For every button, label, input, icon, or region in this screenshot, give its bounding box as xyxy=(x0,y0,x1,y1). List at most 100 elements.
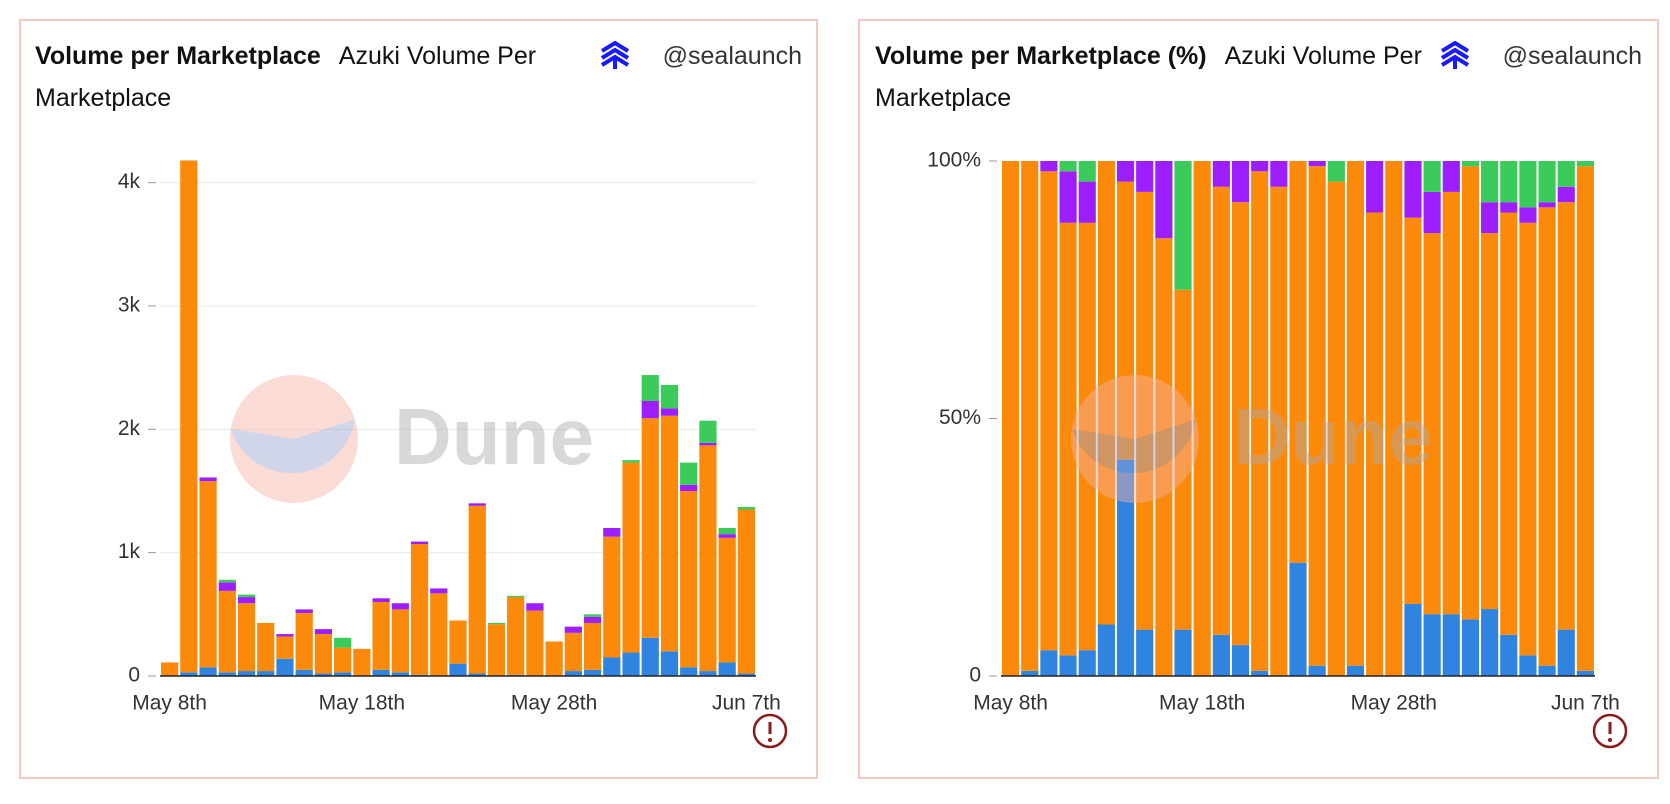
bar-segment xyxy=(1002,161,1020,676)
bar-segment xyxy=(680,491,698,668)
bar-segment xyxy=(1557,202,1575,630)
bar-segment xyxy=(353,648,371,676)
bar-segment xyxy=(161,662,179,676)
chart-subtitle: Azuki Volume Per Marketplace xyxy=(875,42,1422,112)
bar-segment xyxy=(314,673,333,676)
logo xyxy=(1440,41,1470,69)
bar-segment xyxy=(1251,670,1269,676)
handle[interactable]: @sealaunch xyxy=(662,42,802,70)
bar-segment xyxy=(1059,222,1077,656)
bar-segment xyxy=(1442,191,1460,615)
chart-subtitle: Azuki Volume Per Marketplace xyxy=(35,42,537,112)
bar-segment xyxy=(1538,161,1556,203)
watermark: Dune xyxy=(1071,375,1433,503)
bar-segment xyxy=(372,602,390,670)
bar-segment xyxy=(276,636,294,659)
bar-segment xyxy=(199,481,217,668)
bar-segment xyxy=(1059,171,1077,223)
bar-segment xyxy=(1308,161,1326,167)
y-tick-label: 0 xyxy=(128,664,140,687)
bar-segment xyxy=(1078,181,1096,223)
bar-segment xyxy=(449,620,467,664)
bar-segment xyxy=(1461,166,1480,620)
bar-segment xyxy=(237,603,256,672)
bar-segment xyxy=(1136,629,1154,676)
bar-segment xyxy=(1155,161,1173,239)
y-tick-label: 50% xyxy=(939,406,981,429)
bar-segment xyxy=(180,160,198,673)
bar-segment xyxy=(1270,161,1288,187)
bar-segment xyxy=(1481,161,1499,203)
bar-segment xyxy=(1404,161,1422,218)
y-tick-label: 100% xyxy=(927,149,981,172)
bar-segment xyxy=(1500,212,1518,635)
bar-segment xyxy=(1097,624,1115,676)
bar-segment xyxy=(334,672,352,676)
bar-segment xyxy=(1174,289,1192,630)
bar-segment xyxy=(1136,161,1154,192)
bar-segment xyxy=(1270,186,1288,676)
bar-segment xyxy=(680,667,698,676)
bar-segment xyxy=(641,418,659,638)
bar-segment xyxy=(1442,161,1460,192)
bar-segment xyxy=(1481,233,1499,610)
bar-segment xyxy=(564,626,582,633)
bar-segment xyxy=(737,507,755,510)
bar-segment xyxy=(276,634,294,637)
bar-segment xyxy=(314,634,333,674)
bar-segment xyxy=(1059,655,1077,676)
bar-segment xyxy=(1576,670,1594,676)
bar-segment xyxy=(1557,629,1575,676)
bar-segment xyxy=(468,673,486,676)
x-tick-label: May 18th xyxy=(319,692,405,715)
bar-segment xyxy=(1136,191,1154,630)
bar-segment xyxy=(641,375,659,401)
x-tick-label: Jun 7th xyxy=(1551,692,1620,715)
bar-segment xyxy=(1174,161,1192,290)
y-tick-label: 3k xyxy=(118,294,141,317)
bar-segment xyxy=(680,484,698,491)
bar-segment xyxy=(1404,603,1422,676)
bar-segment xyxy=(237,594,256,598)
bar-segment xyxy=(622,652,640,676)
watermark-disc xyxy=(1071,375,1199,503)
bar-segment xyxy=(1500,634,1518,676)
bar-segment xyxy=(526,610,544,676)
bar-segment xyxy=(526,603,544,611)
bar-segment xyxy=(295,669,313,676)
bar-segment xyxy=(430,593,448,676)
bar-segment xyxy=(660,408,679,416)
bar-segment xyxy=(1404,217,1422,604)
warning-icon[interactable] xyxy=(752,713,788,749)
bar-segment xyxy=(1174,629,1192,676)
watermark: Dune xyxy=(230,375,594,503)
chart-title: Volume per Marketplace (%) xyxy=(875,42,1207,70)
bar-segment xyxy=(507,595,525,598)
bar-segment xyxy=(1040,161,1058,172)
bar-segment xyxy=(680,462,698,485)
bar-segment xyxy=(1481,202,1499,234)
bar-segment xyxy=(391,603,409,610)
x-tick-label: Jun 7th xyxy=(712,692,781,715)
bar-segment xyxy=(372,598,390,602)
bar-segment xyxy=(1576,166,1594,671)
bar-segment xyxy=(1059,161,1077,172)
bar-segment xyxy=(1155,238,1173,676)
bar-segment xyxy=(237,671,256,676)
handle[interactable]: @sealaunch xyxy=(1502,42,1642,70)
bar-segment xyxy=(1078,650,1096,676)
warning-icon[interactable] xyxy=(1592,713,1628,749)
bar-segment xyxy=(603,657,621,676)
bar-segment xyxy=(1097,161,1115,625)
bar-segment xyxy=(314,629,333,635)
bar-segment xyxy=(468,505,486,674)
watermark-text: Dune xyxy=(1233,392,1433,481)
bar-segment xyxy=(1346,665,1365,676)
bar-segment xyxy=(1576,161,1594,167)
x-tick-label: May 28th xyxy=(1351,692,1437,715)
watermark-disc xyxy=(230,375,358,503)
bar-segment xyxy=(1308,166,1326,666)
bar-segment xyxy=(1557,186,1575,203)
bar-segment xyxy=(1078,161,1096,182)
